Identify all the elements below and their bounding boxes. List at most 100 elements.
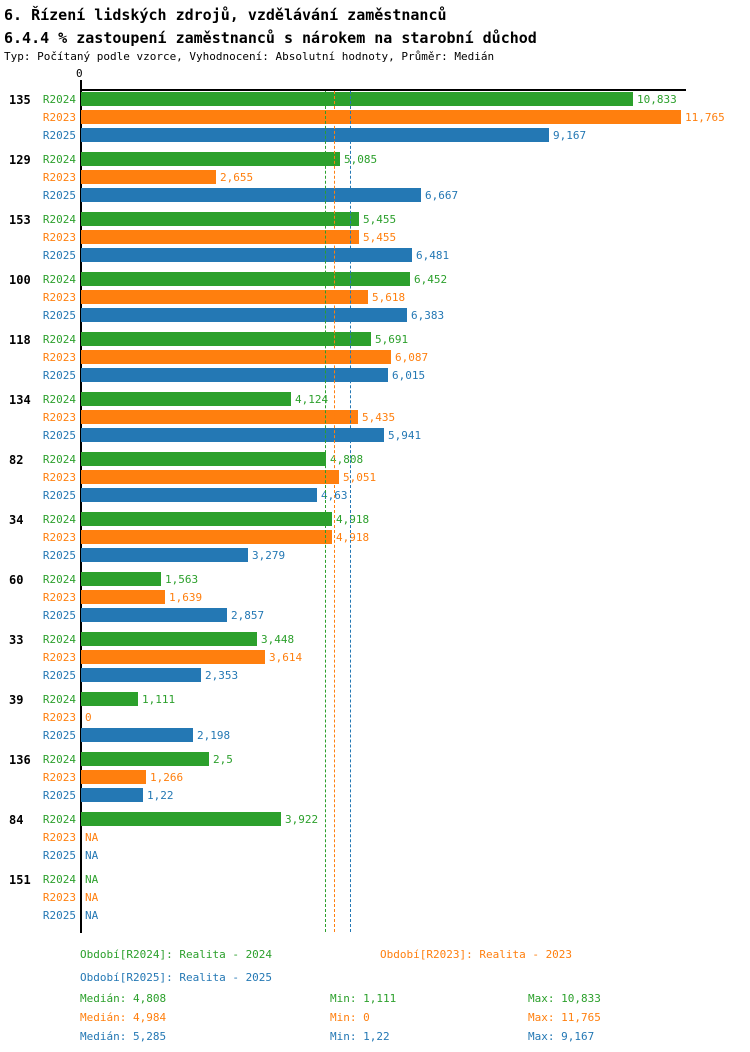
series-label: R2025: [42, 249, 76, 262]
bar: [81, 230, 359, 244]
group-id-label: 60: [9, 573, 24, 587]
series-label: R2024: [42, 633, 76, 646]
bar: [81, 470, 339, 484]
bar: [81, 572, 161, 586]
bar-value-label: 4,808: [330, 453, 364, 466]
series-label: R2024: [42, 573, 76, 586]
series-label: R2025: [42, 129, 76, 142]
series-label: R2023: [42, 651, 76, 664]
series-label: R2025: [42, 369, 76, 382]
bar-value-label: 2,198: [197, 729, 231, 742]
y-axis-line: [80, 80, 82, 933]
bar-value-label: 3,922: [285, 813, 319, 826]
series-label: R2024: [42, 813, 76, 826]
bar-value-label: 2,655: [220, 171, 254, 184]
bar: [81, 812, 281, 826]
bar: [81, 170, 216, 184]
bar: [81, 668, 201, 682]
bar-value-label: 1,639: [169, 591, 203, 604]
bar-value-label: 5,455: [363, 213, 397, 226]
na-value-label: NA: [85, 831, 99, 844]
bar-value-label: 5,435: [362, 411, 396, 424]
x-axis-line: [80, 89, 686, 91]
median-line: [334, 91, 335, 932]
series-label: R2023: [42, 831, 76, 844]
group-id-label: 151: [9, 873, 31, 887]
series-label: R2025: [42, 789, 76, 802]
series-label: R2025: [42, 609, 76, 622]
group-id-label: 134: [9, 393, 31, 407]
na-value-label: NA: [85, 849, 99, 862]
group-id-label: 39: [9, 693, 24, 707]
series-label: R2024: [42, 153, 76, 166]
stat-min-r2025: Min: 1,22: [330, 1030, 390, 1043]
bar-value-label: 5,085: [344, 153, 378, 166]
series-label: R2024: [42, 93, 76, 106]
group-id-label: 135: [9, 93, 31, 107]
series-label: R2025: [42, 309, 76, 322]
bar: [81, 308, 407, 322]
series-label: R2025: [42, 849, 76, 862]
bar-value-label: 1,111: [142, 693, 176, 706]
bar: [81, 110, 681, 124]
bar-value-label: 2,857: [231, 609, 265, 622]
bar-value-label: 0: [85, 711, 92, 724]
bar: [81, 152, 340, 166]
bar: [81, 650, 265, 664]
bar-value-label: 5,618: [372, 291, 406, 304]
legend-period-r2024: Období[R2024]: Realita - 2024: [80, 948, 273, 961]
series-label: R2024: [42, 213, 76, 226]
series-label: R2024: [42, 873, 76, 886]
bar: [81, 788, 143, 802]
na-value-label: NA: [85, 873, 99, 886]
bar: [81, 212, 359, 226]
series-label: R2024: [42, 333, 76, 346]
bar: [81, 728, 193, 742]
group-id-label: 82: [9, 453, 24, 467]
bar: [81, 512, 332, 526]
legend-period-r2025: Období[R2025]: Realita - 2025: [80, 971, 273, 984]
stat-max-r2023: Max: 11,765: [528, 1011, 601, 1024]
stat-median-r2024: Medián: 4,808: [80, 992, 167, 1005]
legend-period-r2023: Období[R2023]: Realita - 2023: [380, 948, 573, 961]
bar: [81, 752, 209, 766]
bar-value-label: 6,015: [392, 369, 426, 382]
chart-subtitle: 6.4.4 % zastoupení zaměstnanců s nárokem…: [4, 29, 537, 47]
bar-value-label: 5,691: [375, 333, 409, 346]
series-label: R2024: [42, 693, 76, 706]
bar-value-label: 9,167: [553, 129, 587, 142]
stat-median-r2025: Medián: 5,285: [80, 1030, 167, 1043]
bar: [81, 248, 412, 262]
series-label: R2023: [42, 351, 76, 364]
bar-value-label: 10,833: [637, 93, 677, 106]
group-id-label: 129: [9, 153, 31, 167]
bar-value-label: 3,448: [261, 633, 295, 646]
series-label: R2023: [42, 471, 76, 484]
bar-value-label: 2,353: [205, 669, 239, 682]
bar-value-label: 4,124: [295, 393, 329, 406]
bar-value-label: 6,087: [395, 351, 429, 364]
na-value-label: NA: [85, 891, 99, 904]
series-label: R2023: [42, 711, 76, 724]
series-label: R2024: [42, 753, 76, 766]
bar: [81, 92, 633, 106]
series-label: R2023: [42, 171, 76, 184]
bar-value-label: 2,5: [213, 753, 233, 766]
stat-max-r2025: Max: 9,167: [528, 1030, 595, 1043]
bar: [81, 128, 549, 142]
bar: [81, 350, 391, 364]
series-label: R2023: [42, 111, 76, 124]
bar: [81, 530, 332, 544]
bar: [81, 770, 146, 784]
bar: [81, 632, 257, 646]
na-value-label: NA: [85, 909, 99, 922]
series-label: R2024: [42, 513, 76, 526]
bar-value-label: 11,765: [685, 111, 725, 124]
series-label: R2025: [42, 669, 76, 682]
stat-max-r2024: Max: 10,833: [528, 992, 601, 1005]
bar-value-label: 5,941: [388, 429, 422, 442]
bar: [81, 290, 368, 304]
bar: [81, 188, 421, 202]
median-line: [325, 91, 326, 932]
